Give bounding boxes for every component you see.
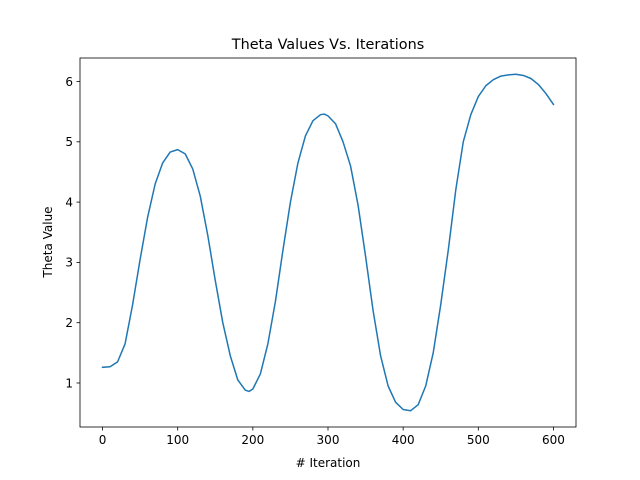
x-tick-label: 0 [99,433,107,447]
x-axis-label: # Iteration [296,456,361,470]
y-tick-label: 6 [65,75,73,89]
y-tick-label: 3 [65,256,73,270]
x-tick-label: 100 [166,433,189,447]
x-tick-label: 400 [392,433,415,447]
x-tick-label: 500 [467,433,490,447]
plot-area: 0 100 200 300 400 500 600 1 2 3 4 5 6 [65,57,577,447]
y-tick-label: 5 [65,135,73,149]
y-tick-label: 2 [65,316,73,330]
x-tick-label: 200 [241,433,264,447]
y-tick-label: 1 [65,376,73,390]
x-tick-label: 600 [542,433,565,447]
x-tick-label: 300 [317,433,340,447]
y-tick-label: 4 [65,195,73,209]
series-line-0 [101,73,555,412]
y-axis-label: Theta Value [41,206,55,278]
chart-title: Theta Values Vs. Iterations [231,37,424,53]
